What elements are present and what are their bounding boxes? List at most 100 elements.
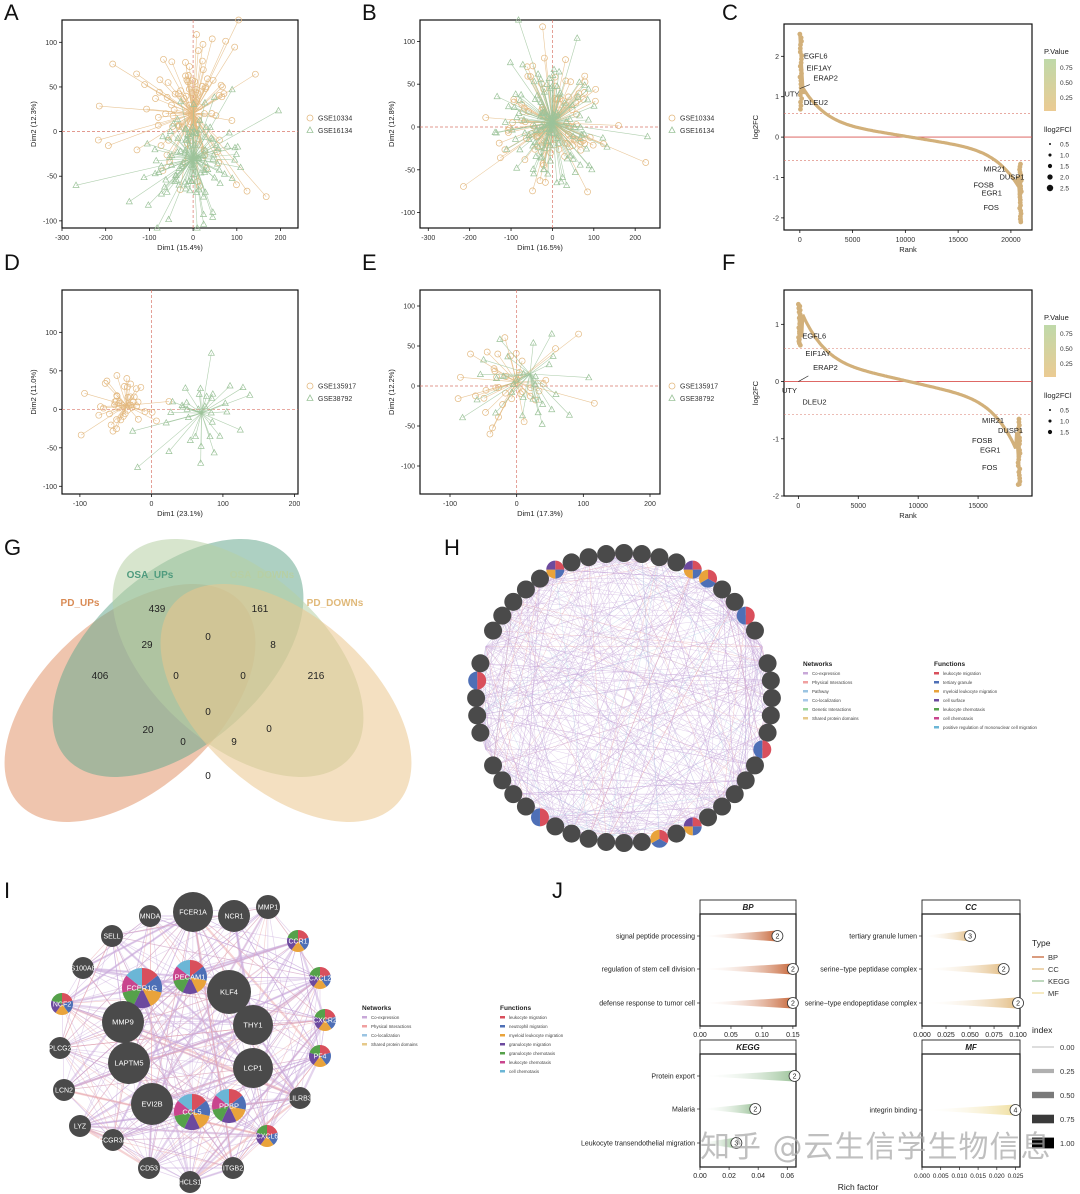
pca-point: [72, 181, 80, 188]
pca-point: [518, 411, 527, 419]
pca-spoke: [540, 79, 553, 123]
pca-point: [501, 146, 509, 154]
pca-spoke: [552, 122, 563, 178]
pca-point: [539, 380, 547, 388]
y-tick-label: -2: [773, 215, 779, 222]
pca-point: [565, 411, 574, 418]
network-edge: [502, 780, 642, 843]
pca-spoke: [155, 98, 194, 115]
network-node-slice: [314, 1009, 325, 1020]
pca-point: [183, 398, 191, 406]
pca-spoke: [178, 93, 194, 114]
pca-point: [499, 372, 507, 379]
pca-spoke: [552, 38, 578, 123]
pca-spoke: [103, 405, 127, 409]
pca-point: [545, 74, 553, 82]
pca-point: [109, 427, 117, 435]
pca-point: [133, 146, 141, 154]
pca-plot-B: -300 -200 -100 0 100 200 -100 -50 0 50 100 Dim1 (16…: [387, 16, 714, 252]
pca-spoke: [552, 122, 570, 140]
network-edge: [476, 630, 756, 699]
pca-point: [243, 187, 251, 195]
legend-title: Type: [1032, 938, 1051, 948]
network-node: [484, 621, 503, 640]
pca-point: [520, 115, 528, 123]
network-edge: [149, 915, 191, 1183]
legend-label: leukocyte migration: [509, 1015, 547, 1020]
pca-point: [512, 375, 520, 383]
venn-set-label: PD_DOWNs: [307, 598, 364, 609]
network-node: [667, 824, 686, 843]
pca-point: [574, 93, 582, 100]
network-node-label: MMP1: [258, 905, 278, 912]
network-edge: [659, 557, 772, 716]
network-edge: [502, 615, 572, 834]
network-node-label: LAPTM5: [114, 1059, 143, 1068]
legend-title: Functions: [500, 1005, 531, 1012]
pca-point: [178, 162, 186, 169]
pca-spoke: [170, 131, 194, 159]
pca-spoke: [192, 138, 212, 159]
network-edge: [148, 906, 269, 1169]
pca-point: [168, 101, 175, 109]
y-tick-label: 50: [49, 368, 57, 375]
network-edge: [502, 615, 768, 664]
pca-spoke: [137, 412, 202, 468]
network-node-slice: [683, 569, 693, 579]
network-edge: [525, 646, 763, 807]
x-axis-label: Dim1 (23.1%): [157, 509, 203, 518]
venn-region-count: 0: [180, 737, 186, 748]
x-tick-label: 0.025: [937, 1032, 955, 1039]
pca-point: [201, 98, 209, 106]
pca-point: [148, 408, 156, 416]
network-edge: [485, 589, 723, 750]
pca-point: [517, 90, 525, 98]
gene-point: [797, 46, 803, 51]
network-node-slice: [142, 988, 162, 1007]
network-node-slice: [184, 1112, 200, 1130]
pca-point: [123, 375, 131, 382]
network-node-slice: [177, 1094, 192, 1112]
network-node-slice: [126, 968, 142, 988]
x-tick-label: -300: [55, 235, 69, 242]
gene-label-up: EGFL6: [804, 51, 828, 60]
pca-point: [551, 111, 559, 119]
network-h: Networks Co-expression Physical Interactio…: [467, 544, 1038, 852]
x-tick-label: 15000: [968, 503, 988, 510]
pca-point: [589, 141, 597, 149]
pca-point: [525, 135, 533, 142]
network-edge: [513, 601, 746, 616]
size-label: 1.0: [1060, 153, 1069, 160]
network-edge: [111, 935, 193, 1113]
network-node-slice: [692, 560, 702, 570]
legend-label: myeloid leukocyte migration: [509, 1033, 564, 1038]
pca-spoke: [495, 381, 517, 389]
network-edge: [189, 976, 230, 1107]
network-node: [725, 785, 744, 804]
pca-point: [491, 128, 499, 135]
network-node-slice: [659, 829, 669, 844]
pca-point: [513, 113, 521, 120]
pca-point: [546, 156, 555, 164]
pca-point: [482, 114, 490, 121]
pca-point: [209, 151, 218, 158]
pca-spoke: [529, 373, 589, 378]
network-node: [138, 1157, 160, 1179]
y-tick-label: -50: [405, 167, 415, 174]
pca-point: [546, 84, 555, 92]
x-tick-label: 0.00: [693, 1032, 707, 1039]
pca-spoke: [192, 60, 203, 114]
network-edge: [477, 569, 693, 716]
network-edge: [477, 715, 746, 781]
pca-point: [504, 102, 513, 110]
pca-point: [133, 70, 140, 78]
pca-point: [549, 352, 557, 359]
pca-point: [582, 144, 591, 152]
network-edge: [525, 715, 771, 807]
pca-spoke: [552, 122, 558, 183]
gene-label-down: EGR1: [981, 189, 1001, 198]
pca-spoke: [192, 97, 215, 159]
y-tick-label: -100: [43, 484, 57, 491]
panel-label-j: J: [552, 878, 563, 903]
network-node-slice: [50, 1000, 62, 1013]
